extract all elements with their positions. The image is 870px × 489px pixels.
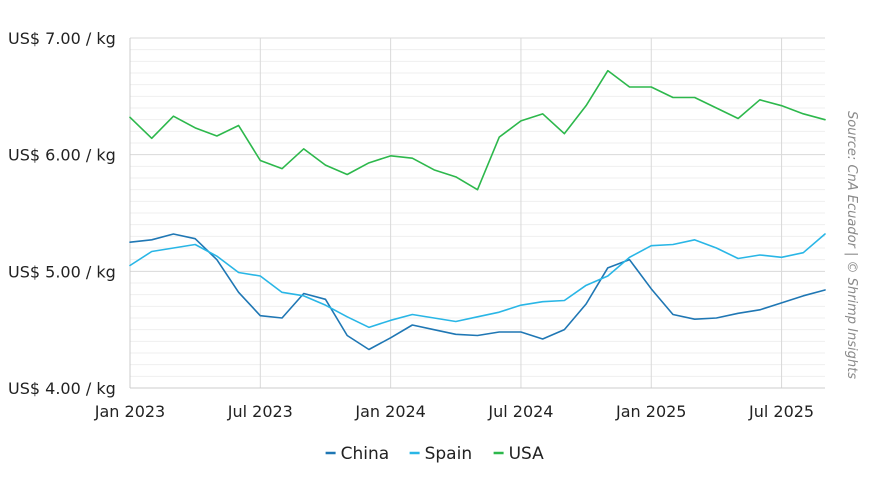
x-tick-label: Jul 2023	[227, 402, 293, 421]
y-tick-label: US$ 5.00 / kg	[8, 262, 116, 281]
y-tick-label: US$ 7.00 / kg	[8, 29, 116, 48]
x-tick-label: Jan 2023	[94, 402, 165, 421]
legend-item-china[interactable]: China	[325, 444, 390, 464]
x-tick-label: Jan 2025	[615, 402, 686, 421]
source-note: Source: CnA Ecuador | © Shrimp Insights	[844, 111, 859, 379]
x-tick-label: Jan 2024	[354, 402, 425, 421]
axis-layer	[129, 38, 825, 389]
y-tick-label: US$ 6.00 / kg	[8, 146, 116, 165]
y-tick-labels: US$ 4.00 / kg US$ 5.00 / kg US$ 6.00 / kg U…	[8, 29, 116, 398]
y-tick-label: US$ 4.00 / kg	[8, 379, 116, 398]
series-layer	[129, 69, 826, 351]
legend-item-spain[interactable]: Spain	[409, 444, 473, 464]
legend: China Spain USA	[325, 444, 545, 464]
x-tick-label: Jul 2024	[487, 402, 553, 421]
x-tick-label: Jul 2025	[748, 402, 814, 421]
legend-label-usa: USA	[509, 444, 545, 464]
series-line-usa	[129, 69, 826, 191]
legend-label-china: China	[341, 444, 390, 464]
legend-item-usa[interactable]: USA	[493, 444, 545, 464]
legend-label-spain: Spain	[425, 444, 473, 464]
series-line-spain	[129, 233, 826, 329]
x-tick-labels: Jan 2023 Jul 2023 Jan 2024 Jul 2024 Jan 2025…	[94, 402, 814, 421]
series-line-china	[129, 233, 826, 351]
